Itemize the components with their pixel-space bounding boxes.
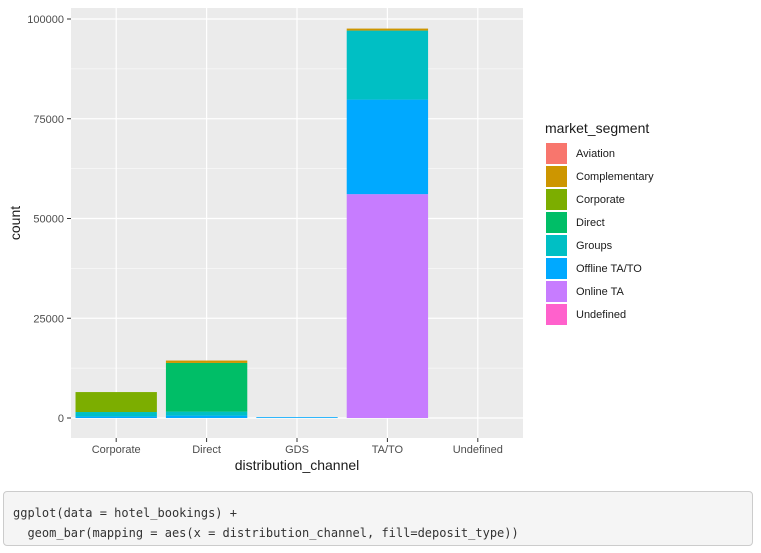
y-tick-label: 50000 (33, 214, 64, 226)
x-tick-label: Direct (192, 444, 221, 456)
y-axis-title: count (7, 206, 23, 240)
y-tick-label: 75000 (33, 114, 64, 126)
legend-label: Groups (576, 240, 613, 252)
legend-label: Aviation (576, 148, 615, 160)
x-tick-label: GDS (285, 444, 309, 456)
bar-segment (346, 30, 429, 100)
bar-segment (256, 417, 338, 419)
bar-segment (165, 360, 248, 363)
legend-key (546, 258, 567, 279)
code-line: geom_bar(mapping = aes(x = distribution_… (13, 526, 519, 540)
chart: 0 25000 50000 75000 100000 Corporate Direct GD… (7, 8, 654, 473)
legend-label: Online TA (576, 286, 625, 298)
x-tick-label: TA/TO (372, 444, 404, 456)
legend-key (546, 281, 567, 302)
legend-key (546, 143, 567, 164)
y-tick-label: 0 (58, 413, 64, 425)
bar-segment (346, 28, 429, 31)
legend-label: Undefined (576, 309, 626, 321)
legend-label: Offline TA/TO (576, 263, 642, 275)
bar-segment (346, 99, 429, 195)
legend-key (546, 212, 567, 233)
bar-segment (346, 194, 429, 418)
x-axis: Corporate Direct GDS TA/TO Undefined (92, 438, 503, 456)
legend-label: Complementary (576, 171, 654, 183)
code-line: ggplot(data = hotel_bookings) + (13, 506, 237, 520)
bars (75, 28, 429, 419)
y-tick-label: 25000 (33, 313, 64, 325)
x-tick-label: Undefined (453, 444, 503, 456)
legend-key (546, 304, 567, 325)
bar-segment (165, 411, 248, 416)
code-block: ggplot(data = hotel_bookings) + geom_bar… (3, 491, 753, 546)
x-tick-label: Corporate (92, 444, 141, 456)
y-axis: 0 25000 50000 75000 100000 (27, 14, 71, 425)
legend-key (546, 189, 567, 210)
legend-key (546, 166, 567, 187)
bar-segment (165, 362, 248, 412)
x-axis-title: distribution_channel (235, 457, 360, 473)
bar-segment (75, 416, 157, 418)
bar-segment (75, 412, 157, 417)
legend-key (546, 235, 567, 256)
legend-title: market_segment (545, 120, 649, 136)
legend-label: Direct (576, 217, 605, 229)
y-tick-label: 100000 (27, 14, 64, 26)
bar-segment (165, 415, 248, 418)
bar-segment (75, 392, 157, 413)
legend-label: Corporate (576, 194, 625, 206)
legend: market_segment Aviation Complementary Corp… (545, 120, 654, 325)
